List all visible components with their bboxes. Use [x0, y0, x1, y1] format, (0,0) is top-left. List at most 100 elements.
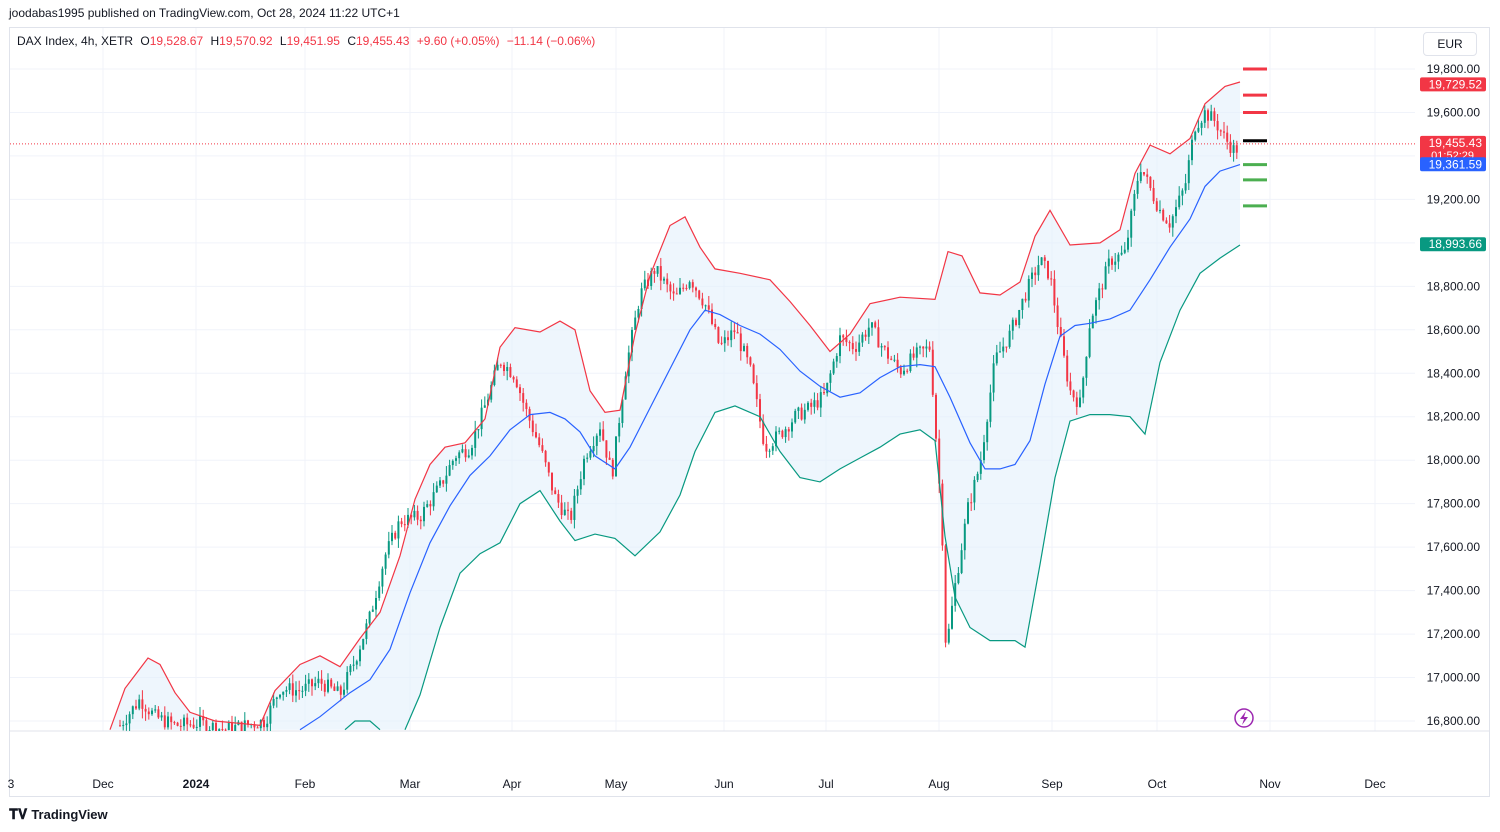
candle-body	[288, 683, 291, 691]
candle-body	[666, 278, 669, 285]
candle-body	[663, 278, 665, 281]
x-tick-label: Oct	[1148, 777, 1167, 791]
ohlc-legend: DAX Index, 4h, XETR O19,528.67 H19,570.9…	[17, 34, 595, 48]
candle-body	[480, 407, 483, 430]
candle-body	[1066, 355, 1069, 382]
candle-body	[829, 373, 832, 383]
candle-body	[845, 337, 848, 343]
candle-body	[1136, 180, 1139, 194]
candle-body	[496, 364, 499, 371]
candle-body	[608, 457, 611, 460]
candle-body	[685, 287, 688, 289]
candle-body	[816, 400, 819, 408]
bollinger-fill	[110, 82, 1240, 730]
lightning-icon[interactable]	[1234, 708, 1254, 728]
candle-body	[1171, 216, 1174, 228]
candle-body	[1095, 300, 1097, 316]
candle-body	[269, 705, 272, 724]
candle-body	[951, 605, 953, 629]
candle-body	[618, 422, 621, 437]
candle-body	[1232, 145, 1235, 153]
bollinger-upper-line	[109, 81, 1241, 730]
candle-body	[752, 364, 755, 384]
candle-body	[739, 333, 742, 352]
y-tick-label: 16,800.00	[1427, 714, 1481, 728]
candle-body	[247, 720, 249, 725]
candle-body	[992, 363, 995, 393]
candle-body	[141, 699, 144, 709]
price-label-text: 19,729.52	[1429, 77, 1483, 91]
candle-body	[346, 672, 349, 690]
x-tick-label: Nov	[1259, 777, 1280, 791]
candle-body	[848, 342, 851, 344]
price-label-box	[1420, 135, 1486, 162]
candle-body	[797, 407, 800, 411]
candle-body	[883, 346, 886, 348]
candle-body	[1040, 257, 1043, 266]
candle-body	[691, 282, 694, 288]
candle-body	[458, 452, 461, 459]
candle-body	[576, 489, 579, 496]
candle-body	[631, 329, 633, 353]
candle-body	[592, 445, 595, 452]
footer-brand[interactable]: 𝐓𝐕 TradingView	[9, 806, 108, 823]
candle-body	[727, 337, 729, 341]
candle-body	[979, 460, 982, 474]
candle-body	[1043, 257, 1046, 261]
low-value: 19,451.95	[286, 34, 340, 48]
candle-body	[1053, 278, 1056, 306]
candle-body	[1226, 132, 1229, 142]
candle-body	[224, 729, 227, 731]
candle-body	[211, 722, 214, 731]
candle-body	[602, 429, 605, 441]
candle-body	[1194, 131, 1197, 140]
candle-body	[499, 364, 502, 366]
candle-body	[579, 479, 582, 490]
candle-body	[730, 330, 733, 341]
x-tick-label: Aug	[928, 777, 949, 791]
candle-body	[1104, 266, 1107, 290]
candle-body	[1021, 298, 1024, 311]
candle-body	[861, 334, 864, 343]
candle-body	[135, 706, 137, 709]
candle-body	[1216, 120, 1219, 131]
candle-body	[570, 510, 573, 520]
candle-body	[451, 460, 454, 466]
candle-body	[995, 352, 998, 364]
candle-body	[656, 266, 659, 274]
candle-body	[320, 678, 323, 684]
candle-body	[935, 394, 937, 439]
candle-body	[922, 346, 925, 349]
candle-body	[595, 435, 598, 446]
candle-body	[461, 449, 464, 453]
candle-body	[1069, 381, 1072, 391]
candle-body	[720, 342, 723, 344]
candle-body	[263, 720, 265, 728]
candle-body	[509, 367, 512, 378]
candle-body	[307, 679, 310, 684]
candle-body	[679, 287, 681, 294]
candle-body	[125, 723, 128, 726]
candle-body	[749, 357, 752, 365]
candle-body	[330, 679, 333, 687]
candle-body	[925, 346, 928, 349]
candle-body	[650, 271, 653, 287]
candle-body	[560, 502, 563, 516]
candle-body	[653, 271, 656, 274]
x-tick-label: 3	[8, 777, 15, 791]
candle-body	[791, 422, 793, 432]
candle-body	[151, 710, 153, 715]
candle-body	[186, 717, 189, 725]
publish-info: joodabas1995 published on TradingView.co…	[9, 6, 400, 20]
candle-body	[154, 709, 157, 711]
candle-body	[912, 353, 915, 358]
candle-body	[768, 450, 771, 452]
candle-body	[378, 586, 381, 599]
candle-body	[1082, 377, 1085, 398]
currency-button[interactable]: EUR	[1423, 32, 1477, 56]
symbol-label[interactable]: DAX Index, 4h, XETR	[17, 34, 134, 48]
candle-body	[317, 678, 320, 684]
y-tick-label: 17,200.00	[1427, 627, 1481, 641]
candle-body	[1139, 172, 1142, 181]
